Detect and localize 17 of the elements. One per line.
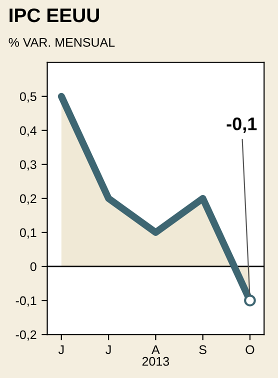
x-tick-label: J: [106, 345, 111, 354]
x-axis-title: 2013: [142, 356, 170, 366]
x-tick-label: S: [199, 345, 206, 354]
x-tick-label: J: [58, 345, 64, 354]
y-tick-label: 0,3: [20, 160, 36, 171]
y-tick-label: 0: [30, 262, 36, 272]
y-tick-label: 0,5: [20, 92, 36, 103]
y-tick-label: 0,4: [20, 126, 36, 137]
annotation: -0,1: [226, 117, 257, 133]
chart-subtitle: % VAR. MENSUAL: [8, 38, 115, 47]
y-tick-label: -0,1: [16, 296, 36, 307]
x-tick-label: A: [152, 345, 160, 354]
y-tick-label: 0,1: [20, 228, 36, 239]
y-tick-label: 0,2: [20, 194, 36, 205]
chart-title: IPC EEUU: [10, 8, 99, 22]
x-tick-label: O: [246, 345, 254, 354]
y-tick-label: -0,2: [16, 330, 36, 341]
